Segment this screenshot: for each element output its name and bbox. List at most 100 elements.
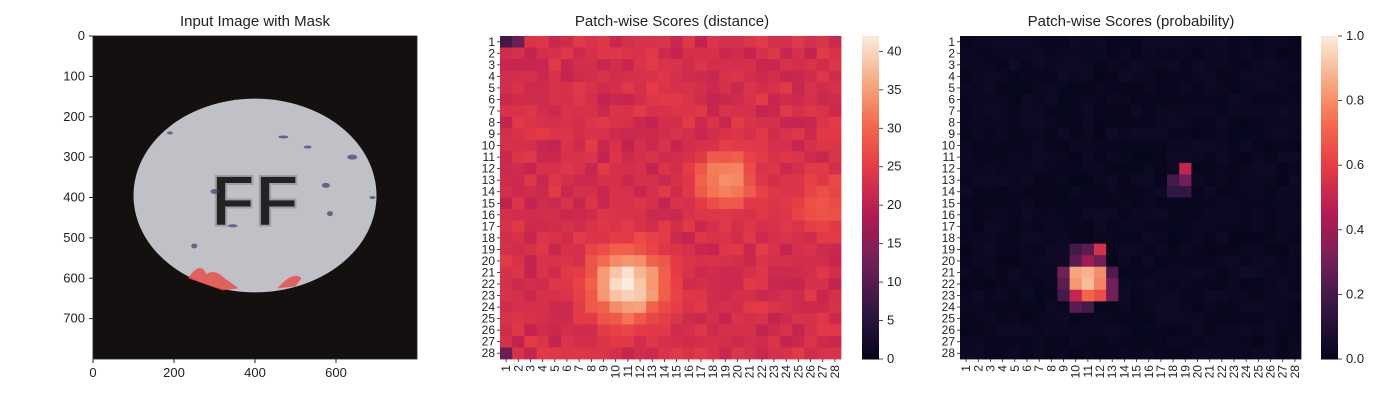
heatmap-cell [1276, 324, 1290, 337]
col-tick-label: 18 [1166, 365, 1180, 379]
heatmap-cell [1252, 162, 1265, 175]
heatmap-cell [1276, 93, 1290, 106]
heatmap-cell [1081, 243, 1095, 256]
heatmap-cell [719, 82, 732, 95]
heatmap-cell [646, 185, 659, 198]
heatmap-cell [1008, 151, 1022, 164]
heatmap-cell [585, 324, 598, 337]
heatmap-cell [996, 59, 1010, 72]
heatmap-cell [1252, 70, 1265, 83]
heatmap-cell [1069, 335, 1083, 348]
heatmap-cell [512, 197, 525, 210]
heatmap-cell [500, 266, 513, 279]
col-tick-label: 13 [645, 365, 659, 379]
heatmap-cell [816, 347, 830, 360]
heatmap-cell [621, 185, 635, 198]
heatmap-cell [1179, 335, 1192, 348]
heatmap-cell [1118, 139, 1131, 152]
heatmap-cell [536, 70, 550, 83]
heatmap-cell [633, 255, 647, 268]
heatmap-cell [560, 185, 574, 198]
heatmap-cell [972, 116, 985, 129]
heatmap-cell [1203, 197, 1217, 210]
heatmap-cell [960, 93, 973, 106]
heatmap-cell [1179, 197, 1192, 210]
heatmap-cell [984, 162, 997, 175]
heatmap-cell [1179, 82, 1192, 95]
heatmap-cell [1008, 36, 1022, 48]
col-tick-label: 25 [1251, 365, 1265, 379]
colorbar-segment [1321, 255, 1338, 260]
heatmap-cell [1142, 174, 1156, 187]
heatmap-cell [996, 116, 1010, 129]
colorbar-segment [862, 297, 879, 302]
col-tick-label: 4 [996, 365, 1010, 372]
heatmap-cell [1130, 70, 1144, 83]
heatmap-cell [1167, 36, 1180, 48]
heatmap-cell [536, 301, 550, 314]
heatmap-cell [573, 312, 586, 325]
heatmap-cell [767, 36, 781, 48]
heatmap-cell [755, 59, 769, 72]
heatmap-cell [960, 151, 973, 164]
heatmap-cell [792, 59, 805, 72]
heatmap-cell [1191, 266, 1204, 279]
heatmap-cell [1276, 36, 1290, 48]
heatmap-cell [670, 162, 684, 175]
heatmap-cell [767, 312, 781, 325]
heatmap-cell [1106, 82, 1119, 95]
heatmap-cell [1191, 47, 1204, 60]
heatmap-cell [670, 232, 684, 245]
heatmap-cell [524, 335, 537, 348]
heatmap-cell [621, 335, 635, 348]
colorbar-segment [1321, 300, 1338, 305]
heatmap-cell [707, 209, 720, 221]
col-tick-label: 8 [584, 365, 598, 372]
heatmap-cell [573, 82, 586, 95]
heatmap-cell [792, 139, 805, 152]
heatmap-cell [1154, 209, 1168, 221]
heatmap-cell [1276, 105, 1290, 118]
heatmap-cell [1081, 139, 1095, 152]
colorbar-segment [1321, 168, 1338, 173]
heatmap-cell [670, 128, 684, 141]
heatmap-cell [743, 174, 757, 187]
heatmap-cell [573, 347, 586, 360]
heatmap-cell [1020, 232, 1034, 245]
col-tick-label: 22 [1215, 365, 1229, 379]
heatmap-cell [996, 82, 1010, 95]
heatmap-cell [1033, 47, 1046, 60]
heatmap-cell [828, 151, 842, 164]
heatmap-cell [1093, 209, 1107, 221]
col-tick-label: 20 [730, 365, 744, 379]
colorbar-segment [862, 45, 879, 50]
heatmap-cell [512, 301, 525, 314]
heatmap-cell [707, 220, 720, 233]
heatmap-cell [1191, 151, 1204, 164]
heatmap-cell [1081, 70, 1095, 83]
heatmap-cell [1106, 151, 1119, 164]
colorbar-segment [862, 123, 879, 127]
heatmap-cell [780, 312, 793, 325]
colorbar-segment [1321, 297, 1338, 302]
heatmap-cell [694, 232, 708, 245]
heatmap-cell [719, 70, 732, 83]
colorbar-segment [1321, 165, 1338, 169]
heatmap-cell [707, 312, 720, 325]
heatmap-cell [573, 289, 586, 302]
colorbar-segment [1321, 61, 1338, 66]
heatmap-cell [1215, 116, 1229, 129]
heatmap-cell [1093, 116, 1107, 129]
heatmap-cell [560, 151, 574, 164]
heatmap-cell [682, 36, 696, 48]
heatmap-cell [1045, 185, 1058, 198]
heatmap-cell [707, 289, 720, 302]
colorbar-segment [862, 236, 879, 240]
heatmap-cell [609, 174, 623, 187]
heatmap-cell [1167, 70, 1180, 83]
heatmap-cell [658, 301, 671, 314]
heatmap-cell [1033, 324, 1046, 337]
heatmap-cell [804, 105, 818, 118]
colorbar-segment [862, 226, 879, 231]
heatmap-cell [597, 335, 611, 348]
